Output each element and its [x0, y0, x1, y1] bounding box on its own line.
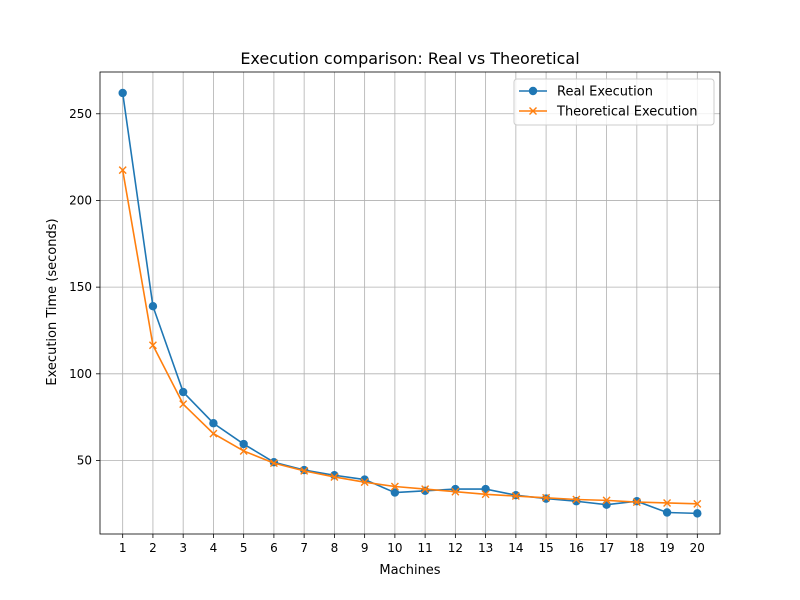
- axes: 1 2 3 4 5 6 7 8 9 10 11 12 13 14 15 16 17 18 19 20501001502…: [69, 71, 721, 555]
- x-axis-label: Machines: [379, 563, 440, 578]
- x-marker-stroke: [390, 482, 399, 491]
- y-tick-label: 250: [69, 107, 92, 121]
- x-marker-stroke: [300, 466, 309, 475]
- data-point: [148, 302, 158, 311]
- x-tick-label: 7: [300, 541, 308, 555]
- y-tick-label: 100: [69, 367, 92, 381]
- data-point: [602, 496, 611, 505]
- chart-title: Execution comparison: Real vs Theoretica…: [240, 49, 579, 68]
- data-point: [632, 498, 641, 507]
- x-tick-label: 11: [417, 541, 432, 555]
- data-point: [178, 387, 188, 397]
- x-tick-label: 17: [599, 541, 614, 555]
- legend: Real Execution Theoretical Execution: [513, 78, 715, 126]
- x-marker-stroke: [632, 498, 641, 507]
- data-point: [390, 482, 399, 491]
- data-point: [420, 486, 430, 496]
- data-point: [421, 485, 430, 494]
- data-point: [572, 497, 581, 506]
- x-tick-label: 19: [659, 541, 674, 555]
- x-marker-stroke: [602, 496, 611, 505]
- legend-item: Real Execution: [519, 85, 653, 100]
- legend-box: [513, 78, 715, 126]
- x-tick-label: 9: [361, 541, 369, 555]
- data-point: [602, 500, 611, 509]
- data-point: [390, 488, 400, 497]
- x-tick-label: 1: [119, 541, 127, 555]
- x-tick-label: 14: [508, 541, 523, 555]
- data-point: [179, 400, 188, 409]
- y-tick-label: 150: [69, 280, 92, 294]
- data-point: [209, 429, 218, 438]
- y-tick-label: 50: [77, 453, 92, 467]
- x-tick-label: 6: [270, 541, 278, 555]
- series-line-2: [121, 169, 698, 505]
- y-axis-label: Execution Time (seconds): [45, 218, 60, 385]
- data-point: [663, 498, 672, 507]
- x-marker-stroke: [179, 400, 188, 409]
- data-point: [451, 487, 460, 496]
- legend-marker: [528, 86, 538, 96]
- x-marker-stroke: [511, 492, 520, 501]
- x-marker-stroke: [481, 490, 490, 499]
- data-point: [209, 419, 218, 428]
- data-point: [118, 88, 127, 98]
- x-tick-label: 16: [569, 541, 584, 555]
- data-point: [662, 508, 672, 517]
- x-marker-stroke: [421, 485, 430, 494]
- x-marker-stroke: [239, 446, 248, 455]
- x-marker-stroke: [663, 498, 672, 507]
- x-marker-stroke: [360, 478, 369, 487]
- x-tick-label: 4: [210, 541, 218, 555]
- x-tick-label: 18: [629, 541, 644, 555]
- x-tick-label: 13: [478, 541, 493, 555]
- x-tick-label: 8: [331, 541, 339, 555]
- legend-item: Theoretical Execution: [519, 105, 698, 120]
- data-point: [269, 459, 278, 468]
- x-marker-stroke: [572, 495, 581, 504]
- legend-label: Theoretical Execution: [556, 105, 698, 120]
- data-point: [300, 466, 309, 475]
- data-point: [330, 472, 339, 481]
- data-point: [572, 495, 581, 504]
- x-marker-stroke: [118, 166, 127, 175]
- x-tick-label: 3: [179, 541, 187, 555]
- data-point: [481, 490, 490, 499]
- x-marker-stroke: [529, 107, 537, 115]
- data-point: [118, 166, 127, 175]
- data-point: [542, 493, 551, 502]
- x-marker-stroke: [542, 493, 551, 502]
- y-tick-label: 200: [69, 193, 92, 207]
- data-point: [360, 478, 369, 487]
- x-tick-label: 2: [149, 541, 157, 555]
- x-tick-label: 10: [387, 541, 402, 555]
- x-tick-label: 12: [448, 541, 463, 555]
- data-point: [511, 492, 520, 501]
- x-tick-label: 15: [538, 541, 553, 555]
- legend-marker: [529, 107, 537, 115]
- data-point: [239, 439, 248, 449]
- data-point: [148, 341, 157, 350]
- x-tick-label: 5: [240, 541, 248, 555]
- series-line-1: [121, 92, 698, 515]
- x-tick-label: 20: [690, 541, 705, 555]
- x-marker-stroke: [209, 429, 218, 438]
- x-marker-stroke: [451, 487, 460, 496]
- x-marker-stroke: [330, 472, 339, 481]
- legend-label: Real Execution: [557, 85, 653, 100]
- data-point: [693, 509, 702, 518]
- x-marker-stroke: [693, 499, 702, 508]
- data-point: [693, 499, 702, 508]
- x-marker-stroke: [269, 459, 278, 468]
- x-marker-stroke: [148, 341, 157, 350]
- data-point: [239, 446, 248, 455]
- data-point: [481, 484, 490, 494]
- series-layer: [118, 88, 702, 518]
- grid: [100, 72, 720, 534]
- plot-frame: [99, 71, 721, 535]
